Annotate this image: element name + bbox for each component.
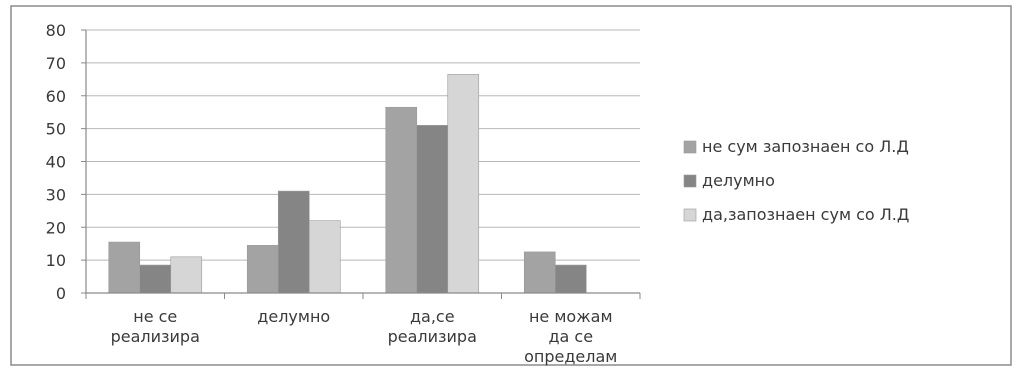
y-tick-label: 30 <box>46 185 66 204</box>
bar <box>447 74 480 294</box>
legend: не сум запознаен со Л.Д делумно да,запозна… <box>683 137 909 224</box>
bar <box>416 125 449 294</box>
y-tick-label: 50 <box>46 120 66 139</box>
bar <box>523 251 556 294</box>
legend-label: делумно <box>702 171 775 190</box>
bar <box>139 264 172 294</box>
bar <box>554 264 587 294</box>
y-tick-label: 20 <box>46 218 66 237</box>
y-axis-ticks: 0 10 20 30 40 50 60 70 80 <box>46 21 86 303</box>
bar <box>385 106 418 294</box>
x-category-label: реализира <box>111 327 200 346</box>
y-tick-label: 60 <box>46 87 66 106</box>
bar <box>108 241 141 294</box>
bars <box>108 74 587 294</box>
x-category-label: не се <box>133 307 177 326</box>
y-tick-label: 40 <box>46 153 66 172</box>
axes <box>85 30 641 299</box>
x-category-label: да,се <box>410 307 455 326</box>
y-tick-label: 80 <box>46 21 66 40</box>
x-category-label: не можам <box>529 307 613 326</box>
legend-swatch <box>683 174 697 188</box>
x-category-label: да се <box>548 327 593 346</box>
legend-label: да,запознаен сум со Л.Д <box>702 205 909 224</box>
bar <box>246 245 279 294</box>
legend-label: не сум запознаен со Л.Д <box>702 137 909 156</box>
y-tick-label: 70 <box>46 54 66 73</box>
chart-border <box>10 5 1012 366</box>
x-category-label: реализира <box>388 327 477 346</box>
y-tick-label: 10 <box>46 251 66 270</box>
y-tick-label: 0 <box>56 284 66 303</box>
bar <box>170 256 203 294</box>
legend-swatch <box>683 208 697 222</box>
bar <box>277 190 310 294</box>
x-category-label: определам <box>524 347 617 366</box>
bar <box>308 220 341 294</box>
x-category-label: делумно <box>257 307 330 326</box>
legend-swatch <box>683 140 697 154</box>
